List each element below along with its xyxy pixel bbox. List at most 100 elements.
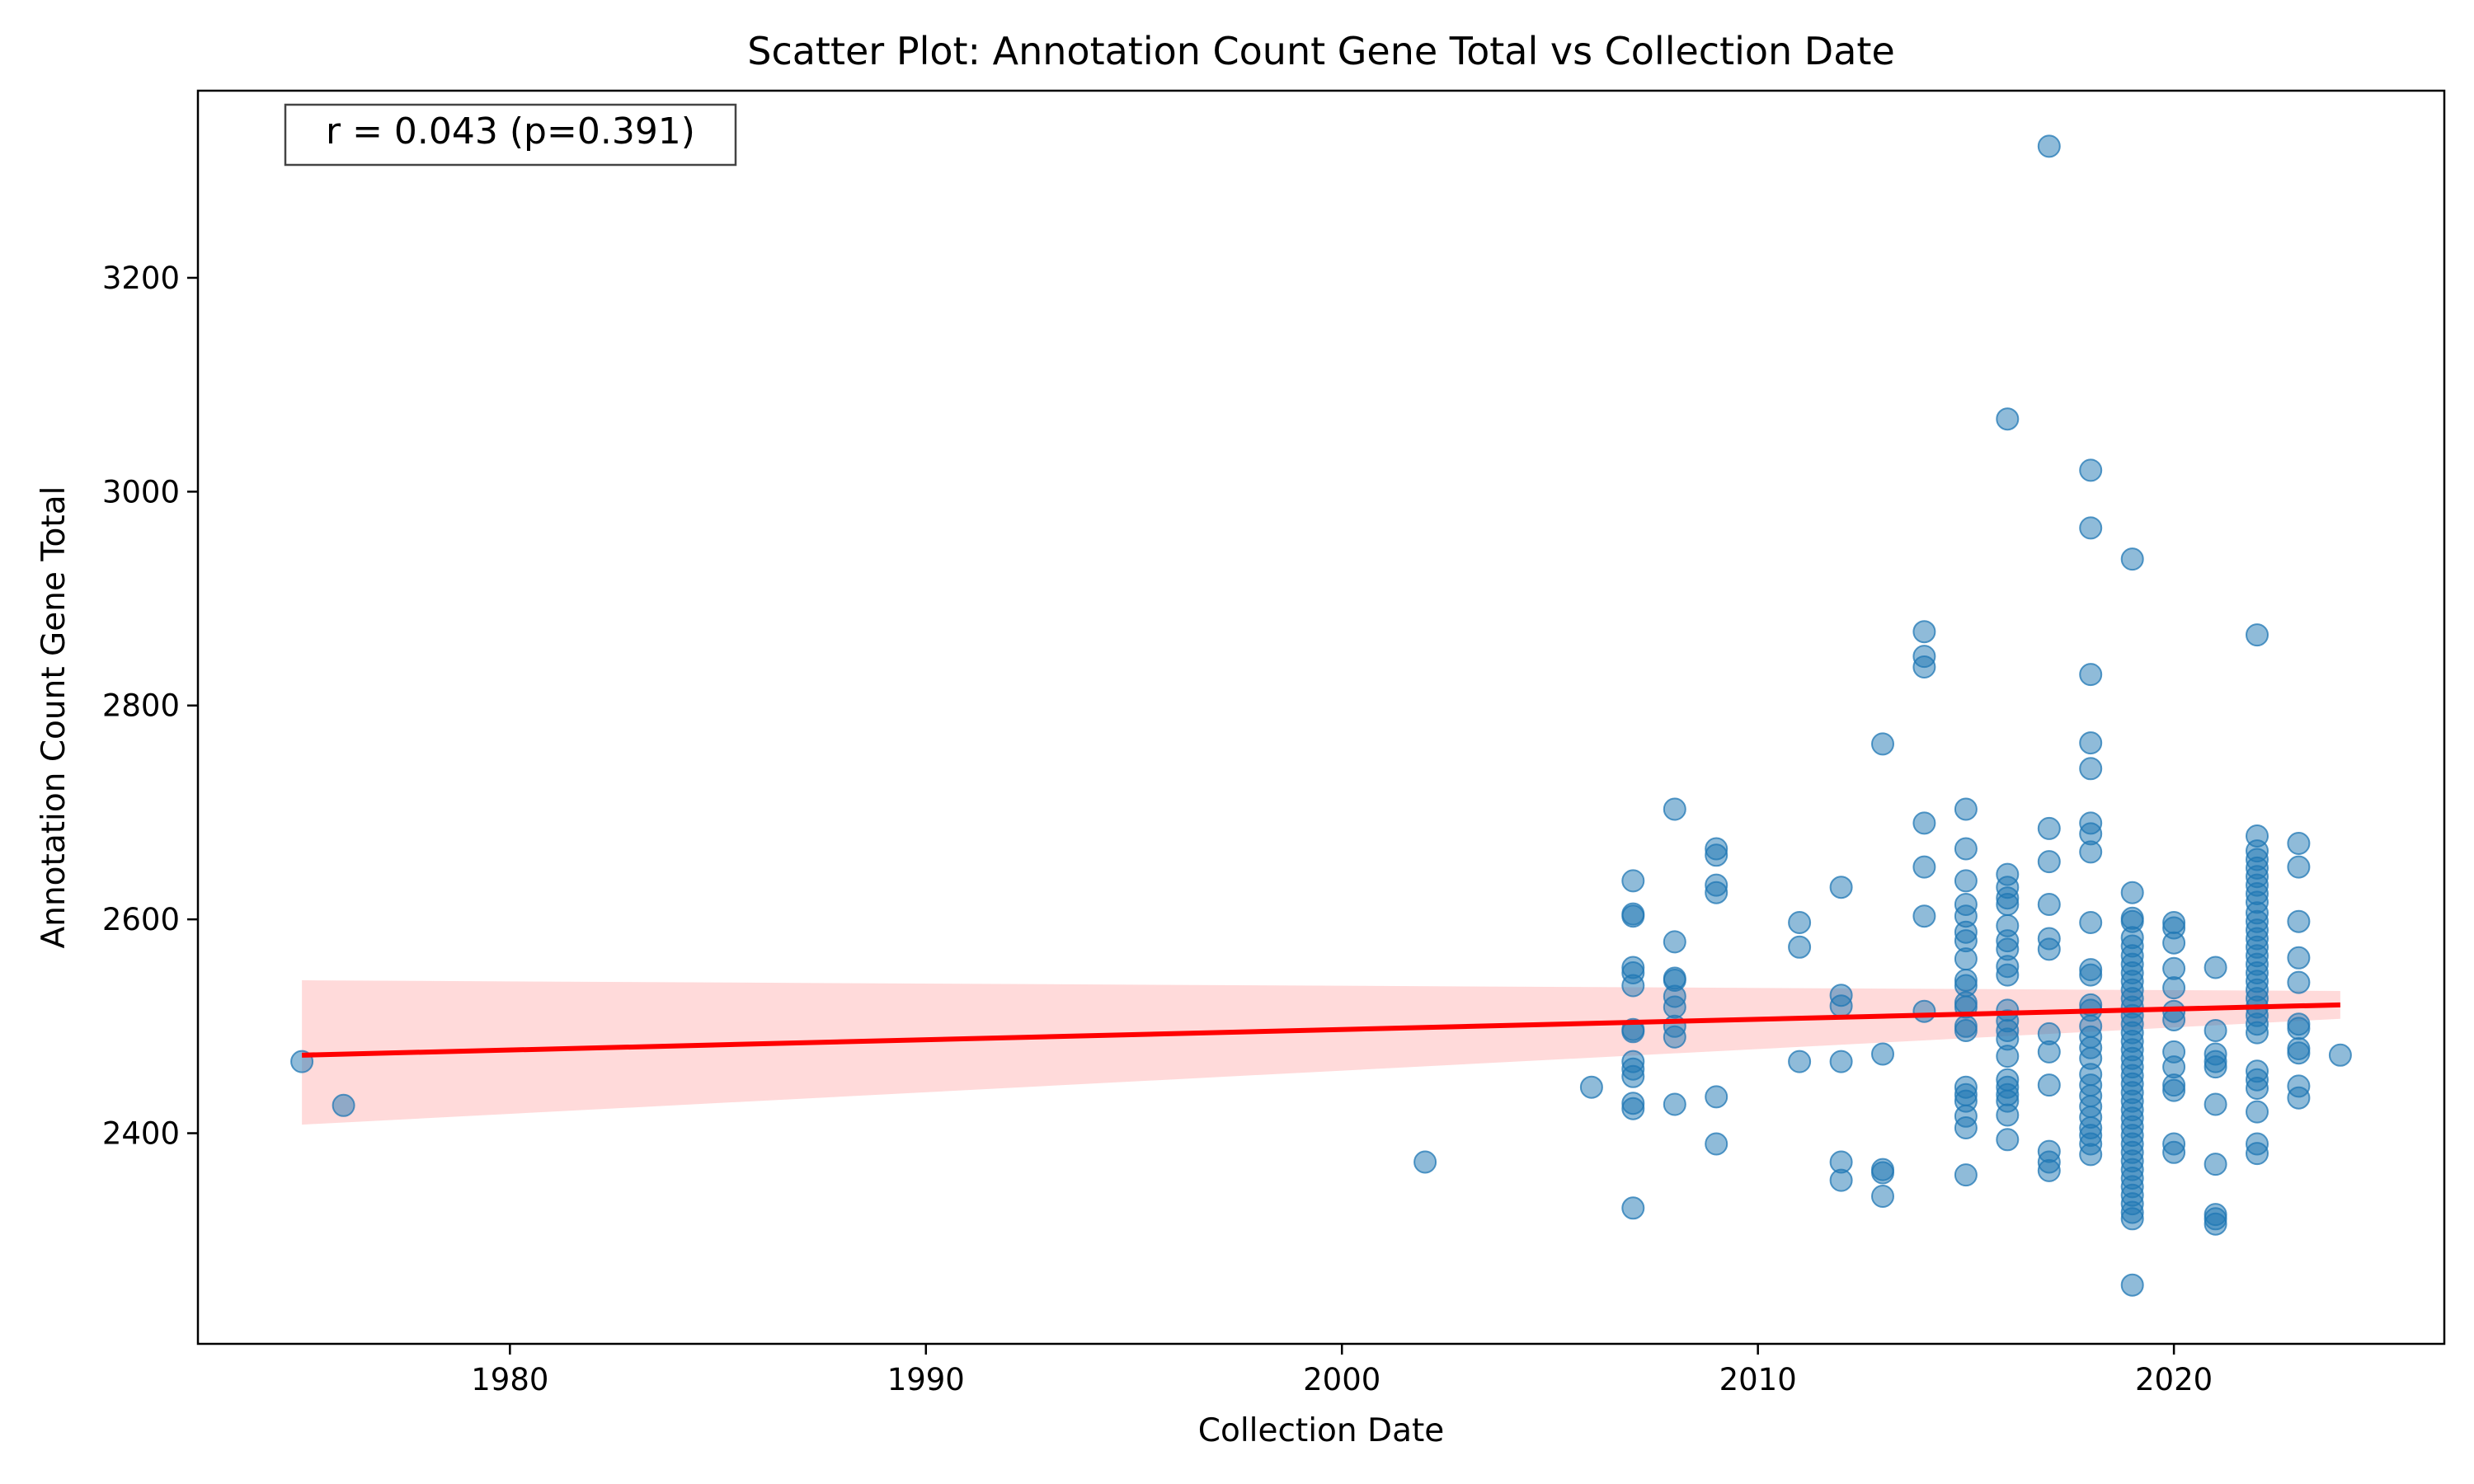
scatter-point xyxy=(2204,956,2227,979)
scatter-point xyxy=(2246,1100,2269,1124)
scatter-point xyxy=(2287,909,2311,933)
scatter-point xyxy=(1705,843,1729,867)
scatter-point xyxy=(1871,732,1894,756)
scatter-point xyxy=(1663,1092,1686,1116)
x-tick-label: 1990 xyxy=(887,1362,965,1397)
scatter-point xyxy=(2246,1077,2269,1100)
scatter-point xyxy=(2037,893,2061,916)
scatter-point xyxy=(1996,1103,2020,1127)
y-tick-label: 3200 xyxy=(102,261,180,296)
scatter-point xyxy=(1954,837,1978,861)
scatter-point xyxy=(2162,956,2186,980)
scatter-point xyxy=(2328,1043,2352,1067)
correlation-annotation: r = 0.043 (p=0.391) xyxy=(284,103,737,167)
scatter-point xyxy=(1413,1150,1437,1174)
scatter-point xyxy=(1788,1050,1812,1073)
scatter-point xyxy=(332,1093,355,1117)
scatter-point xyxy=(2287,946,2311,970)
scatter-point xyxy=(2120,1273,2144,1297)
scatter-point xyxy=(2246,1142,2269,1166)
scatter-point xyxy=(1996,963,2020,987)
scatter-point xyxy=(1954,797,1978,821)
x-tick-label: 2020 xyxy=(2135,1362,2213,1397)
scatter-point xyxy=(2037,1158,2061,1182)
scatter-point xyxy=(2037,1040,2061,1064)
scatter-point xyxy=(1954,1116,1978,1139)
scatter-point xyxy=(2079,840,2103,864)
scatter-point xyxy=(1954,869,1978,893)
scatter-point xyxy=(2287,1086,2311,1110)
scatter-point xyxy=(2204,1055,2227,1079)
correlation-annotation-box xyxy=(284,103,737,167)
scatter-point xyxy=(2162,1078,2186,1102)
x-tick-label: 1980 xyxy=(471,1362,548,1397)
scatter-point xyxy=(1579,1075,1603,1099)
scatter-point xyxy=(2120,547,2144,571)
plot-frame xyxy=(196,89,2446,1345)
scatter-point xyxy=(1663,1025,1686,1049)
scatter-point xyxy=(2037,816,2061,840)
scatter-point xyxy=(1912,655,1936,679)
scatter-point xyxy=(2204,1212,2227,1236)
scatter-point xyxy=(1663,930,1686,954)
scatter-point xyxy=(2120,1207,2144,1231)
scatter-point xyxy=(2162,1140,2186,1164)
scatter-point xyxy=(1912,620,1936,644)
scatter-point xyxy=(1663,797,1686,821)
correlation-annotation-text: r = 0.043 (p=0.391) xyxy=(326,110,695,153)
scatter-point xyxy=(2079,731,2103,755)
scatter-point xyxy=(2079,1143,2103,1167)
scatter-point xyxy=(1829,1168,1853,1192)
scatter-point xyxy=(2287,1041,2311,1065)
scatter-point xyxy=(1912,811,1936,835)
scatter-point xyxy=(2079,963,2103,987)
scatter-point xyxy=(2287,832,2311,855)
scatter-point xyxy=(1663,995,1686,1019)
scatter-point xyxy=(2246,1021,2269,1045)
scatter-point xyxy=(2079,663,2103,687)
scatter-point xyxy=(2079,911,2103,934)
scatter-point xyxy=(1829,994,1853,1018)
scatter-point xyxy=(1912,904,1936,928)
scatter-point xyxy=(2162,976,2186,1000)
scatter-point xyxy=(1621,1097,1645,1120)
scatter-point xyxy=(1871,1161,1894,1185)
x-tick-label: 2010 xyxy=(1719,1362,1797,1397)
scatter-point xyxy=(2204,1092,2227,1116)
scatter-point xyxy=(2079,757,2103,781)
scatter-point xyxy=(1954,1019,1978,1042)
scatter-point xyxy=(1912,855,1936,879)
scatter-point xyxy=(2037,937,2061,961)
scatter-point xyxy=(1954,947,1978,971)
regression-line xyxy=(302,1002,2340,1058)
scatter-point xyxy=(2204,1153,2227,1176)
x-axis: 1980 1990 2000 2010 2020 xyxy=(471,1344,2213,1397)
scatter-point xyxy=(2037,134,2061,158)
scatter-points-layer xyxy=(290,134,2352,1297)
scatter-point xyxy=(1788,911,1812,934)
scatter-point xyxy=(1788,935,1812,959)
scatter-point xyxy=(1829,1050,1853,1073)
scatter-point xyxy=(2037,850,2061,874)
chart-title: Scatter Plot: Annotation Count Gene Tota… xyxy=(747,29,1895,73)
scatter-point xyxy=(1996,1128,2020,1152)
scatter-point xyxy=(2204,1019,2227,1042)
scatter-point xyxy=(2079,516,2103,540)
scatter-point xyxy=(1996,893,2020,916)
regression-line-layer xyxy=(302,1002,2340,1058)
scatter-point xyxy=(1705,1085,1729,1109)
scatter-point xyxy=(1705,881,1729,904)
scatter-point xyxy=(2246,623,2269,647)
y-tick-label: 3000 xyxy=(102,474,180,510)
scatter-point xyxy=(2120,881,2144,904)
scatter-point xyxy=(1829,876,1853,899)
scatter-point xyxy=(1871,1042,1894,1066)
scatter-point xyxy=(1621,1064,1645,1088)
y-tick-label: 2800 xyxy=(102,688,180,724)
scatter-point xyxy=(2079,458,2103,482)
scatter-point xyxy=(2162,931,2186,955)
scatter-point xyxy=(1912,999,1936,1023)
scatter-point xyxy=(1996,407,2020,431)
scatter-point xyxy=(1621,869,1645,893)
